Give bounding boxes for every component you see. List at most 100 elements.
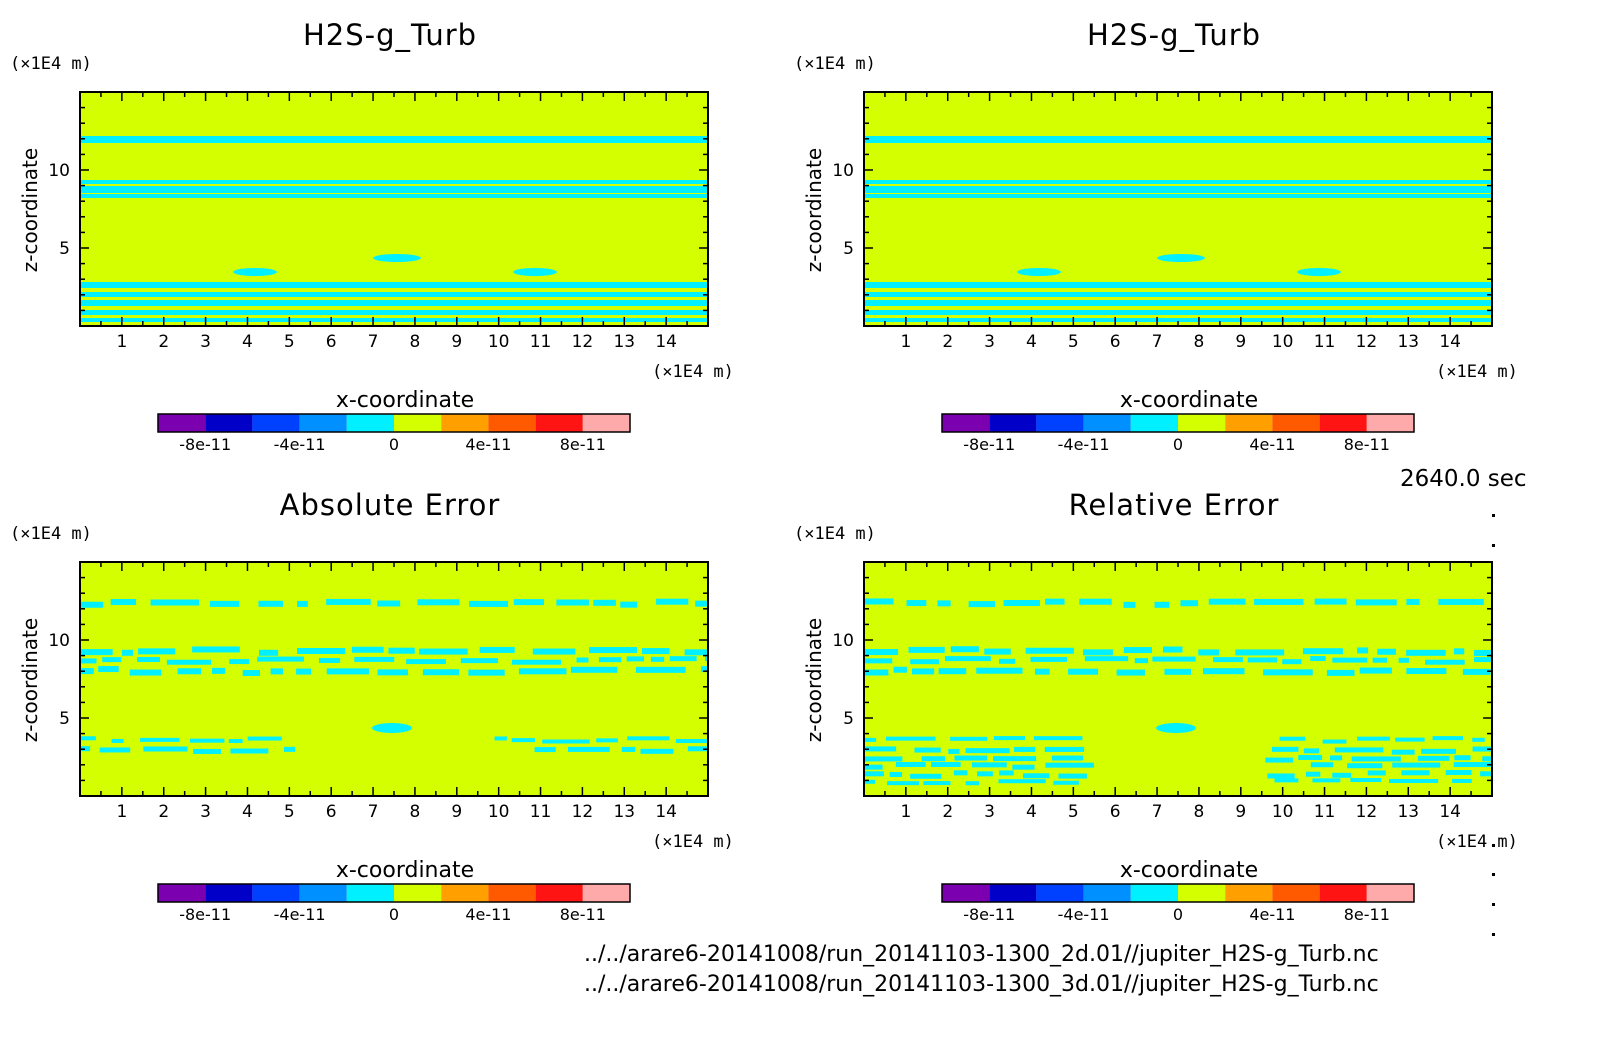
- x-tick-label: 5: [1068, 332, 1079, 352]
- contour-patch: [893, 666, 907, 673]
- colorbar-frame: [941, 413, 1415, 433]
- contour-patch: [908, 646, 945, 653]
- y-axis-label: z-coordinate: [18, 617, 42, 743]
- field-background: [864, 92, 1492, 326]
- x-tick-label: 7: [368, 802, 379, 822]
- x-tick-label: 1: [900, 802, 911, 822]
- contour-patch: [1079, 598, 1112, 605]
- contour-patch: [1452, 778, 1472, 783]
- contour-patch: [513, 599, 545, 606]
- x-tick-label: 11: [530, 332, 552, 352]
- x-tick-label: 6: [1110, 802, 1121, 822]
- contour-patch: [937, 600, 951, 607]
- contour-patch: [1058, 773, 1087, 779]
- contour-patch: [318, 657, 341, 663]
- x-tick-label: 3: [984, 802, 995, 822]
- contour-patch: [864, 756, 903, 762]
- contour-patch: [1406, 649, 1446, 656]
- contour-patch: [598, 657, 622, 663]
- contour-patch: [1012, 764, 1035, 770]
- colorbar-label: 0: [389, 905, 399, 924]
- colorbar-label: -8e-11: [963, 905, 1015, 924]
- colorbar-swatch: [989, 884, 1037, 902]
- colorbar-swatch: [582, 884, 630, 902]
- y-unit-label: (×1E4 m): [10, 524, 92, 544]
- contour-patch: [596, 738, 618, 743]
- contour-patch: [1482, 756, 1492, 762]
- contour-patch: [1401, 770, 1430, 776]
- contour-patch: [1198, 649, 1220, 656]
- contour-patch: [864, 669, 889, 676]
- colorbar-label: -4e-11: [1058, 435, 1110, 454]
- contour-patch: [1254, 598, 1304, 605]
- contour-patch: [1263, 669, 1313, 676]
- colorbar-swatch: [1083, 884, 1131, 902]
- contour-patch: [705, 656, 708, 662]
- contour-patch: [993, 736, 1026, 741]
- contour-blob: [513, 268, 557, 276]
- plot-area: [80, 92, 708, 326]
- contour-patch: [864, 771, 884, 777]
- colorbar-swatch: [1272, 884, 1320, 902]
- contour-patch: [518, 668, 567, 675]
- contour-patch: [1425, 659, 1465, 665]
- y-unit-label: (×1E4 m): [794, 54, 876, 74]
- contour-patch: [1303, 748, 1320, 754]
- contour-patch: [950, 736, 988, 741]
- contour-patch: [494, 736, 507, 741]
- contour-patch: [556, 599, 589, 606]
- y-axis-label: z-coordinate: [802, 617, 826, 743]
- contour-patch: [468, 669, 505, 676]
- x-tick-label: 2: [158, 332, 169, 352]
- contour-patch: [190, 738, 225, 743]
- contour-patch: [1432, 736, 1464, 741]
- contour-patch: [193, 748, 221, 754]
- colorbar-swatch: [1319, 414, 1367, 432]
- contour-patch: [1306, 771, 1321, 777]
- contour-band: [80, 310, 708, 315]
- x-tick-label: 14: [1439, 332, 1461, 352]
- contour-patch: [1357, 736, 1390, 741]
- file-path-2d: ../../arare6-20141008/run_20141103-1300_…: [584, 942, 1379, 967]
- contour-patch: [999, 770, 1014, 776]
- contour-patch: [906, 600, 927, 607]
- x-tick-label: 13: [1397, 802, 1419, 822]
- colorbar-swatch: [299, 414, 347, 432]
- contour-patch: [950, 646, 979, 653]
- x-tick-label: 5: [1068, 802, 1079, 822]
- contour-patch: [1208, 598, 1246, 605]
- colorbar-swatch: [205, 414, 253, 432]
- colorbar-swatch: [488, 414, 536, 432]
- contour-patch: [388, 647, 415, 654]
- contour-patch: [1312, 778, 1341, 783]
- contour-patch: [1045, 598, 1065, 605]
- contour-patch: [257, 656, 304, 662]
- contour-patch: [460, 658, 499, 664]
- contour-patch: [1347, 763, 1383, 769]
- x-tick-label: 14: [655, 332, 677, 352]
- contour-patch: [642, 648, 670, 655]
- contour-patch: [954, 755, 988, 761]
- x-unit-label: (×1E4 m): [652, 832, 734, 852]
- contour-patch: [377, 669, 408, 676]
- x-tick-label: 14: [655, 802, 677, 822]
- x-tick-label: 3: [200, 802, 211, 822]
- contour-patch: [921, 756, 946, 762]
- x-tick-label: 1: [116, 802, 127, 822]
- contour-patch: [1322, 739, 1347, 744]
- x-tick-label: 5: [284, 802, 295, 822]
- contour-patch: [143, 746, 188, 752]
- contour-patch: [687, 746, 708, 752]
- x-unit-label: (×1E4 m): [1436, 832, 1518, 852]
- colorbar-swatch: [1178, 884, 1226, 902]
- x-tick-label: 11: [1314, 802, 1336, 822]
- contour-patch: [656, 598, 689, 605]
- contour-blob: [1017, 268, 1061, 276]
- contour-patch: [1134, 658, 1149, 664]
- x-tick-label: 4: [242, 802, 253, 822]
- contour-band: [80, 318, 708, 322]
- contour-band: [80, 180, 708, 184]
- contour-band: [80, 282, 708, 288]
- field-background: [80, 92, 708, 326]
